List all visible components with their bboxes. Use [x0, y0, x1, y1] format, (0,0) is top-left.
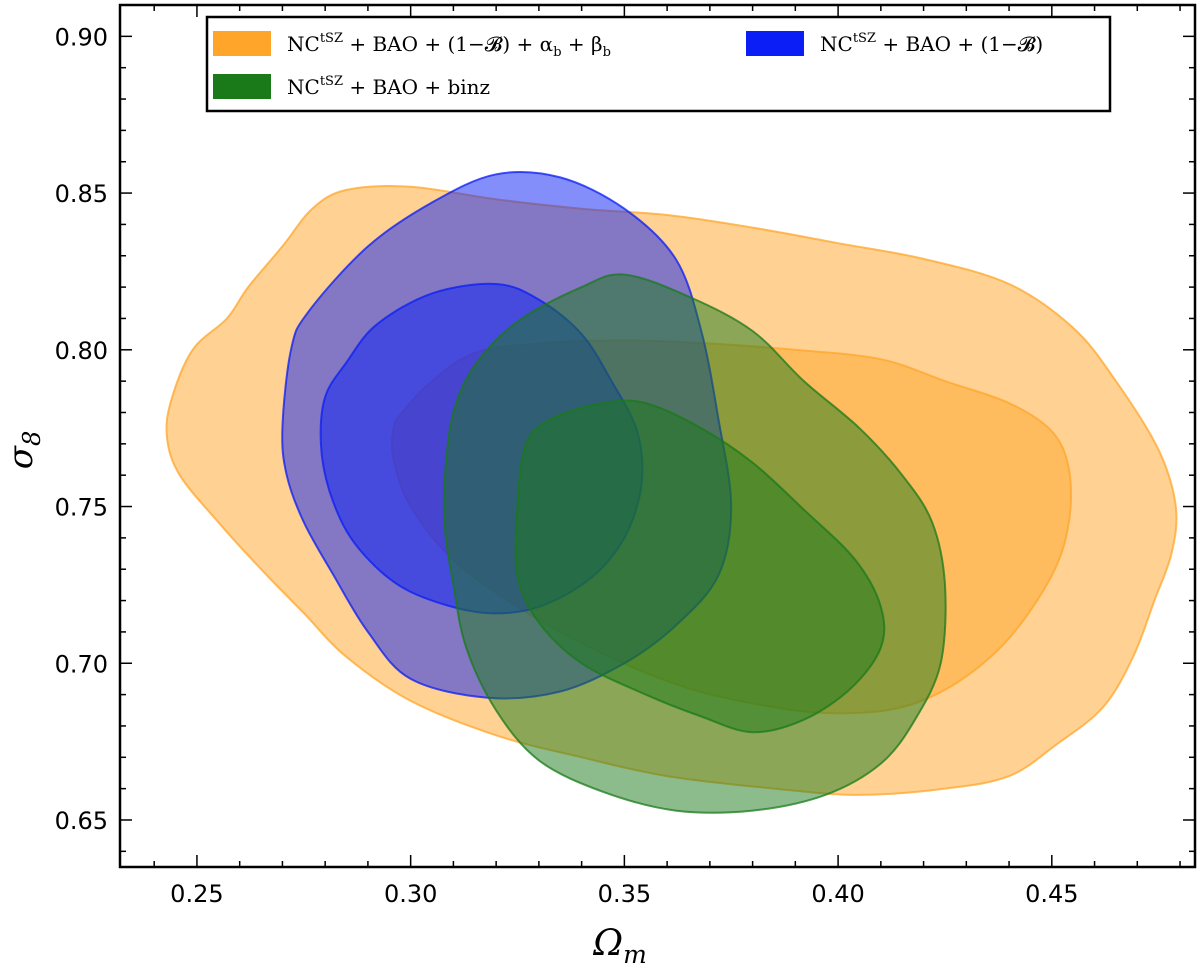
- legend-label-green: NCtSZ + BAO + binz: [287, 74, 490, 99]
- x-tick-labels: 0.25 0.30 0.35 0.40 0.45: [170, 880, 1078, 908]
- legend-swatch-green: [213, 74, 271, 99]
- x-tick-label: 0.45: [1025, 880, 1078, 908]
- x-tick-label: 0.25: [170, 880, 223, 908]
- y-axis-label: σ8: [1, 431, 46, 470]
- contour-green-inner: [514, 399, 886, 734]
- x-axis-label-sub: m: [623, 940, 647, 965]
- plot-frame: [118, 3, 1197, 869]
- x-axis-label-main: Ω: [592, 923, 623, 964]
- x-tick-label: 0.40: [811, 880, 864, 908]
- x-tick-label: 0.30: [384, 880, 437, 908]
- legend-label-blue: NCtSZ + BAO + (1−𝓑): [820, 31, 1043, 56]
- y-tick-label: 0.80: [55, 337, 108, 365]
- y-tick-labels: 0.65 0.70 0.75 0.80 0.85 0.90: [55, 23, 108, 835]
- legend-swatch-orange: [213, 31, 271, 56]
- x-axis-label: Ωm: [592, 923, 647, 965]
- legend-swatch-blue: [746, 31, 804, 56]
- y-tick-label: 0.70: [55, 650, 108, 678]
- y-tick-label: 0.75: [55, 494, 108, 522]
- x-tick-label: 0.35: [598, 880, 651, 908]
- contour-layer: [165, 170, 1178, 814]
- y-axis-label-sub: 8: [18, 431, 46, 446]
- legend-label-orange: NCtSZ + BAO + (1−𝓑) + αb + βb: [287, 31, 611, 60]
- y-axis-label-main: σ: [1, 445, 41, 469]
- y-tick-label: 0.65: [55, 807, 108, 835]
- y-tick-label: 0.90: [55, 23, 108, 51]
- y-tick-label: 0.85: [55, 180, 108, 208]
- contour-series-green: [442, 273, 947, 814]
- legend-box: [205, 15, 1112, 113]
- legend: NCtSZ + BAO + (1−𝓑) + αb + βb NCtSZ + BA…: [205, 15, 1112, 113]
